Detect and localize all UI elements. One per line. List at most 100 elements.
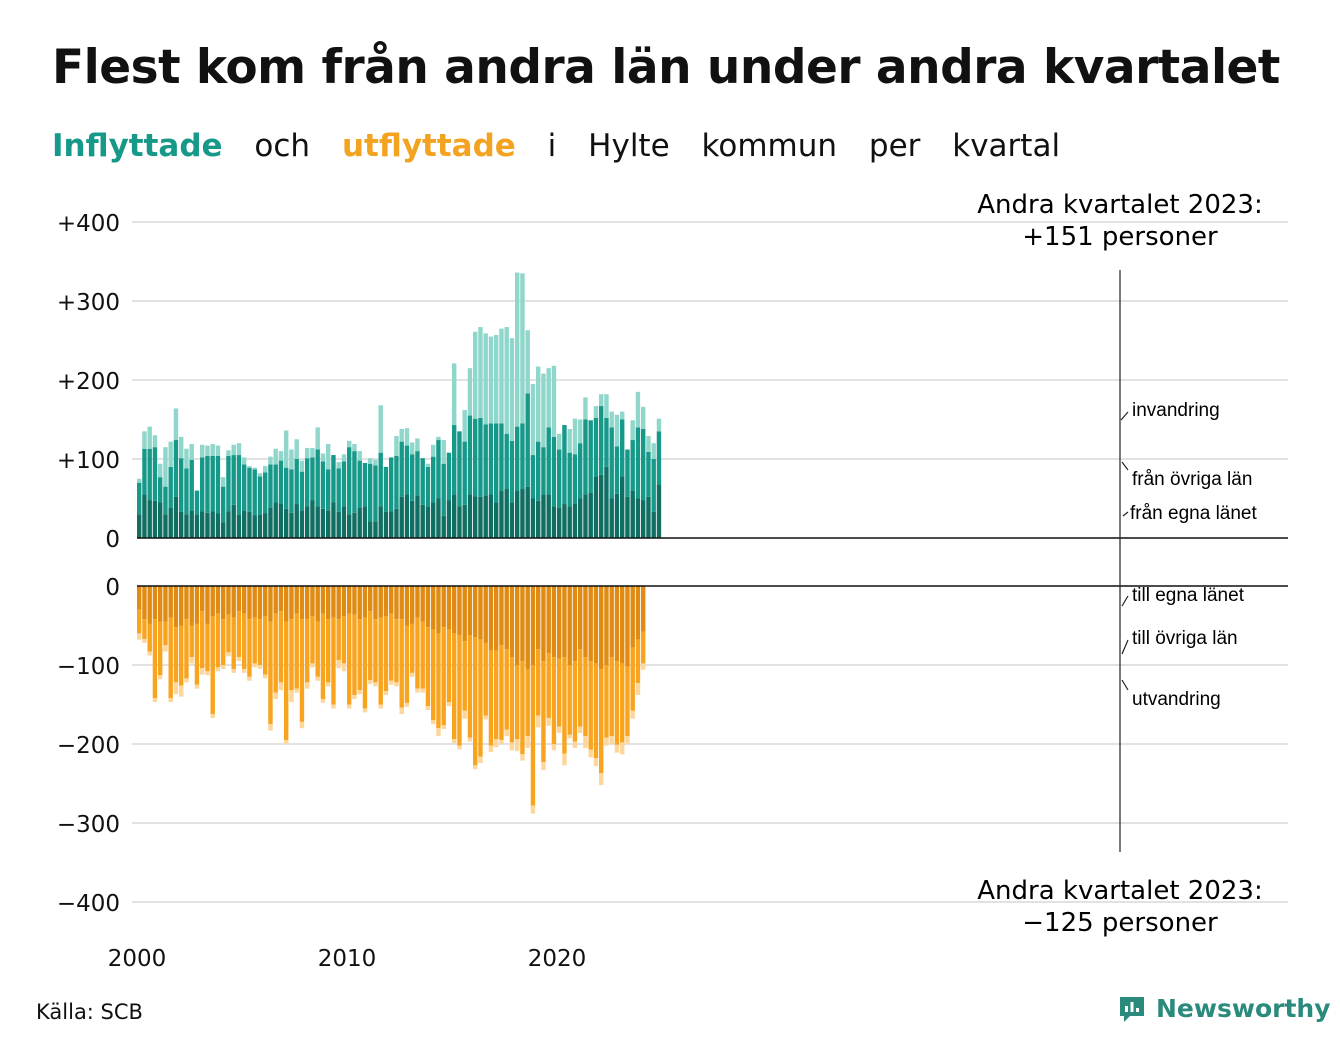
- outflow-bar-segment: [247, 676, 252, 681]
- outflow-bar-segment: [404, 702, 410, 707]
- y-tick-label: −100: [57, 654, 120, 680]
- inflow-bar-segment: [294, 439, 299, 459]
- outflow-bar-segment: [578, 586, 583, 650]
- outflow-bar-segment: [147, 623, 152, 652]
- inflow-bar-segment: [163, 514, 168, 538]
- outflow-bar-segment: [200, 611, 205, 669]
- outflow-bar-segment: [352, 586, 357, 615]
- outflow-bar-segment: [173, 682, 179, 695]
- outflow-bar-segment: [504, 729, 509, 737]
- outflow-bar-segment: [410, 672, 415, 677]
- inflow-bar-segment: [635, 498, 641, 538]
- inflow-bar-segment: [499, 423, 504, 491]
- outflow-bar-segment: [551, 657, 557, 744]
- outflow-bar-segment: [530, 665, 536, 806]
- outflow-bar-segment: [247, 586, 252, 620]
- outflow-bar-segment: [431, 586, 436, 630]
- inflow-bar-segment: [210, 455, 215, 512]
- outflow-bar-segment: [226, 586, 231, 615]
- outflow-bar-segment: [525, 668, 530, 737]
- outflow-bar-segment: [415, 688, 420, 693]
- outflow-bar-segment: [184, 586, 189, 620]
- outflow-bar-segment: [194, 684, 200, 689]
- outflow-bar-segment: [478, 639, 483, 757]
- outflow-bar-segment: [163, 645, 168, 652]
- label-till-egna-lanet: till egna länet: [1132, 585, 1245, 606]
- outflow-bar-segment: [420, 688, 425, 693]
- outflow-bar-segment: [520, 661, 525, 755]
- outflow-bar-segment: [257, 665, 263, 669]
- outflow-bar-segment: [294, 688, 299, 693]
- inflow-bar-segment: [336, 511, 341, 538]
- outflow-bar-segment: [184, 678, 189, 683]
- outflow-bar-segment: [452, 633, 457, 740]
- inflow-bar-segment: [347, 514, 352, 538]
- axes: +400 +300 +200 +100 0 0 −100 −200 −300 −400 2000 20…: [57, 211, 1288, 972]
- chart-subtitle: Inflyttade och utflyttade i Hylte kommun…: [52, 128, 1082, 164]
- y-tick-label: 0: [105, 527, 120, 553]
- inflow-bar-segment: [467, 368, 473, 416]
- outflow-bar-segment: [179, 625, 184, 686]
- inflow-bar-segment: [215, 445, 221, 456]
- outflow-bar-segment: [530, 586, 536, 665]
- inflow-bar-segment: [530, 498, 536, 538]
- outflow-bar-segment: [588, 749, 593, 758]
- inflow-bar-segment: [651, 443, 656, 459]
- inflow-bar-segment: [394, 508, 399, 538]
- inflow-bar-segment: [515, 426, 520, 491]
- inflow-bar-segment: [620, 419, 625, 477]
- outflow-bar-segment: [189, 625, 194, 658]
- outflow-bar-segment: [147, 586, 152, 624]
- inflow-bar-segment: [205, 455, 210, 513]
- outflow-bar-segment: [431, 629, 436, 721]
- inflow-bar-segment: [310, 457, 315, 501]
- outflow-bar-segment: [257, 586, 263, 620]
- inflow-bar-segment: [625, 496, 630, 538]
- inflow-bar-segment: [194, 490, 200, 515]
- inflow-bar-segment: [368, 458, 373, 464]
- outflow-bar-segment: [578, 649, 583, 727]
- outflow-bar-segment: [620, 742, 625, 755]
- inflow-bar-segment: [646, 436, 651, 452]
- inflow-bar-segment: [320, 461, 326, 509]
- outflow-bar-segment: [289, 586, 294, 620]
- outflow-bar-segment: [378, 704, 383, 709]
- inflow-bar-segment: [635, 391, 641, 428]
- inflow-bar-segment: [641, 406, 646, 429]
- inflow-bar-segment: [656, 431, 662, 485]
- outflow-bar-segment: [347, 586, 352, 614]
- inflow-bar-segment: [415, 438, 420, 452]
- inflow-bar-segment: [478, 417, 483, 497]
- outflow-bar-segment: [441, 586, 446, 628]
- inflow-bar-segment: [231, 444, 236, 456]
- outflow-bar-segment: [294, 613, 299, 689]
- inflow-bar-segment: [457, 431, 462, 507]
- outflow-bar-segment: [620, 586, 625, 664]
- inflow-bar-segment: [504, 433, 509, 490]
- outflow-bar-segment: [394, 586, 399, 620]
- outflow-bar-segment: [504, 649, 509, 730]
- outflow-bar-segment: [420, 621, 425, 689]
- outflow-bar-segment: [625, 666, 630, 737]
- inflow-bar-segment: [200, 444, 205, 458]
- outflow-bar-segment: [326, 586, 331, 620]
- outflow-bar-segment: [452, 739, 457, 744]
- outflow-bar-segment: [504, 586, 509, 650]
- outflow-bar-segment: [551, 744, 557, 751]
- outflow-bar-segment: [158, 675, 163, 680]
- inflow-bar-segment: [483, 424, 488, 496]
- outflow-bar-segment: [557, 726, 562, 733]
- inflow-bar-segment: [462, 410, 467, 442]
- outflow-bar-segment: [189, 657, 194, 664]
- outflow-bar-segment: [284, 740, 289, 744]
- inflow-bar-segment: [588, 420, 593, 493]
- outflow-bar-segment: [614, 661, 620, 745]
- outflow-bar-segment: [142, 586, 147, 620]
- inflow-bar-segment: [536, 366, 541, 442]
- inflow-bar-segment: [357, 451, 362, 461]
- inflow-bar-segment: [525, 330, 530, 394]
- outflow-bar-segment: [562, 657, 567, 754]
- inflow-bar-segment: [604, 417, 609, 467]
- outflow-bar-segment: [147, 651, 152, 656]
- inflow-bar-segment: [583, 494, 588, 538]
